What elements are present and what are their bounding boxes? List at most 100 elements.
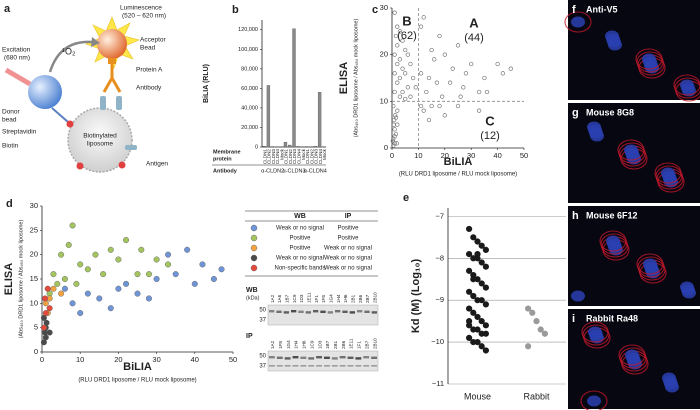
scatter-point (429, 103, 434, 109)
legend-marker (250, 224, 258, 232)
x-tick-label: 20 (441, 151, 449, 160)
lane-label: 1H6 (343, 294, 348, 303)
scatter-point (115, 256, 122, 263)
scatter-point (395, 80, 400, 85)
dot (466, 225, 473, 233)
x-tick-label: CLDN3 (292, 149, 297, 165)
nucleus (662, 372, 676, 384)
scatter-point (210, 276, 217, 283)
x-tick-label: 30 (467, 151, 475, 160)
y-tick-label: 100,000 (238, 47, 258, 53)
cell-membrane (635, 48, 663, 70)
scatter-point (395, 61, 400, 67)
nucleus (587, 121, 601, 133)
scatter-point (400, 89, 405, 95)
x-tick-label: CLDN2 (267, 149, 272, 165)
nucleus (588, 326, 602, 338)
legend-marker (250, 254, 258, 262)
nucleus (606, 235, 620, 247)
blot-band (298, 310, 304, 313)
scatter-point (393, 115, 399, 120)
scatter-point (400, 38, 405, 43)
y-tick-label: −7 (435, 211, 444, 220)
scatter-point (65, 241, 72, 248)
scatter-point (54, 280, 61, 287)
dot (525, 343, 532, 350)
blot-band (364, 310, 370, 313)
x-tick-label: CLDN3 (314, 149, 319, 165)
lane-label: 2B6 (358, 294, 363, 303)
acceptor-bead (97, 29, 127, 59)
dot (482, 347, 489, 354)
scatter-point (77, 310, 84, 317)
scatter-point (58, 251, 65, 258)
dot (474, 250, 481, 258)
scatter-point (397, 29, 403, 34)
blot-band (347, 356, 354, 359)
scatter-point (408, 61, 413, 67)
scatter-point (391, 136, 396, 141)
lane-label: 1F1 (314, 295, 319, 303)
dot (470, 292, 477, 300)
scatter-point (391, 143, 396, 148)
blot-image (267, 350, 379, 372)
scatter-point (500, 71, 506, 76)
image-label: Rabbit Ra48 (586, 313, 638, 323)
blot-band (292, 356, 299, 359)
dot (482, 263, 489, 270)
y-tick-label: 15 (30, 274, 38, 283)
antigen-shape (125, 145, 137, 150)
scatter-point (46, 305, 53, 312)
lane-label: 2B10 (372, 338, 377, 349)
micrograph (568, 206, 700, 306)
scatter-point (42, 300, 49, 307)
blot-band (363, 356, 370, 359)
scatter-point (69, 300, 76, 307)
blot-marker: 37 (259, 364, 266, 370)
y-tick-label: 30 (30, 201, 38, 210)
label: Luminescence (120, 5, 162, 12)
panel-label: a (4, 3, 11, 15)
nucleus (624, 144, 638, 156)
dot (474, 238, 481, 245)
y-tick-label: −9 (435, 295, 444, 304)
lane-label: 1E11 (307, 292, 312, 303)
scatter-point (43, 319, 50, 326)
blot-band (371, 311, 377, 314)
x-tick-label: 30 (152, 355, 160, 364)
x-tick-label: 20 (114, 355, 122, 364)
scatter-point (69, 222, 76, 229)
x-tick-label: Mock (322, 148, 327, 160)
scatter-point (413, 85, 418, 90)
label: Acceptor (140, 37, 166, 44)
dot (474, 326, 481, 333)
scatter-point (115, 285, 122, 292)
dot (478, 242, 485, 249)
bar (288, 144, 292, 148)
blot-band (276, 365, 283, 367)
blot-band (327, 311, 333, 314)
y-tick-label: 20 (30, 250, 38, 259)
y-axis-title: ELISA (3, 263, 15, 295)
blot-band (276, 310, 282, 313)
cell-membrane (564, 11, 592, 33)
scatter-point (392, 127, 397, 132)
dot (478, 343, 485, 350)
singlet-oxygen-arrow (48, 40, 93, 73)
y-tick-label: 10 (30, 298, 38, 307)
legend-ip: Weak or no signal (324, 256, 372, 262)
dot (466, 267, 473, 274)
scatter-point (392, 134, 397, 139)
label: liposome (87, 141, 113, 148)
panel-label: d (6, 198, 13, 210)
lane-label: 1D3 (299, 294, 304, 303)
cell-membrane (654, 162, 682, 184)
dot (478, 259, 485, 266)
y-axis-subtitle: (Abs₄₅₀ DRD1 liposome / Abs₄₅₀ mock lipo… (18, 220, 24, 339)
dot (529, 309, 536, 316)
lane-label: 2B10 (373, 292, 378, 303)
blot-band (300, 365, 307, 367)
blot-band (276, 356, 283, 359)
blot-band (320, 310, 326, 313)
scatter-point (484, 89, 490, 95)
